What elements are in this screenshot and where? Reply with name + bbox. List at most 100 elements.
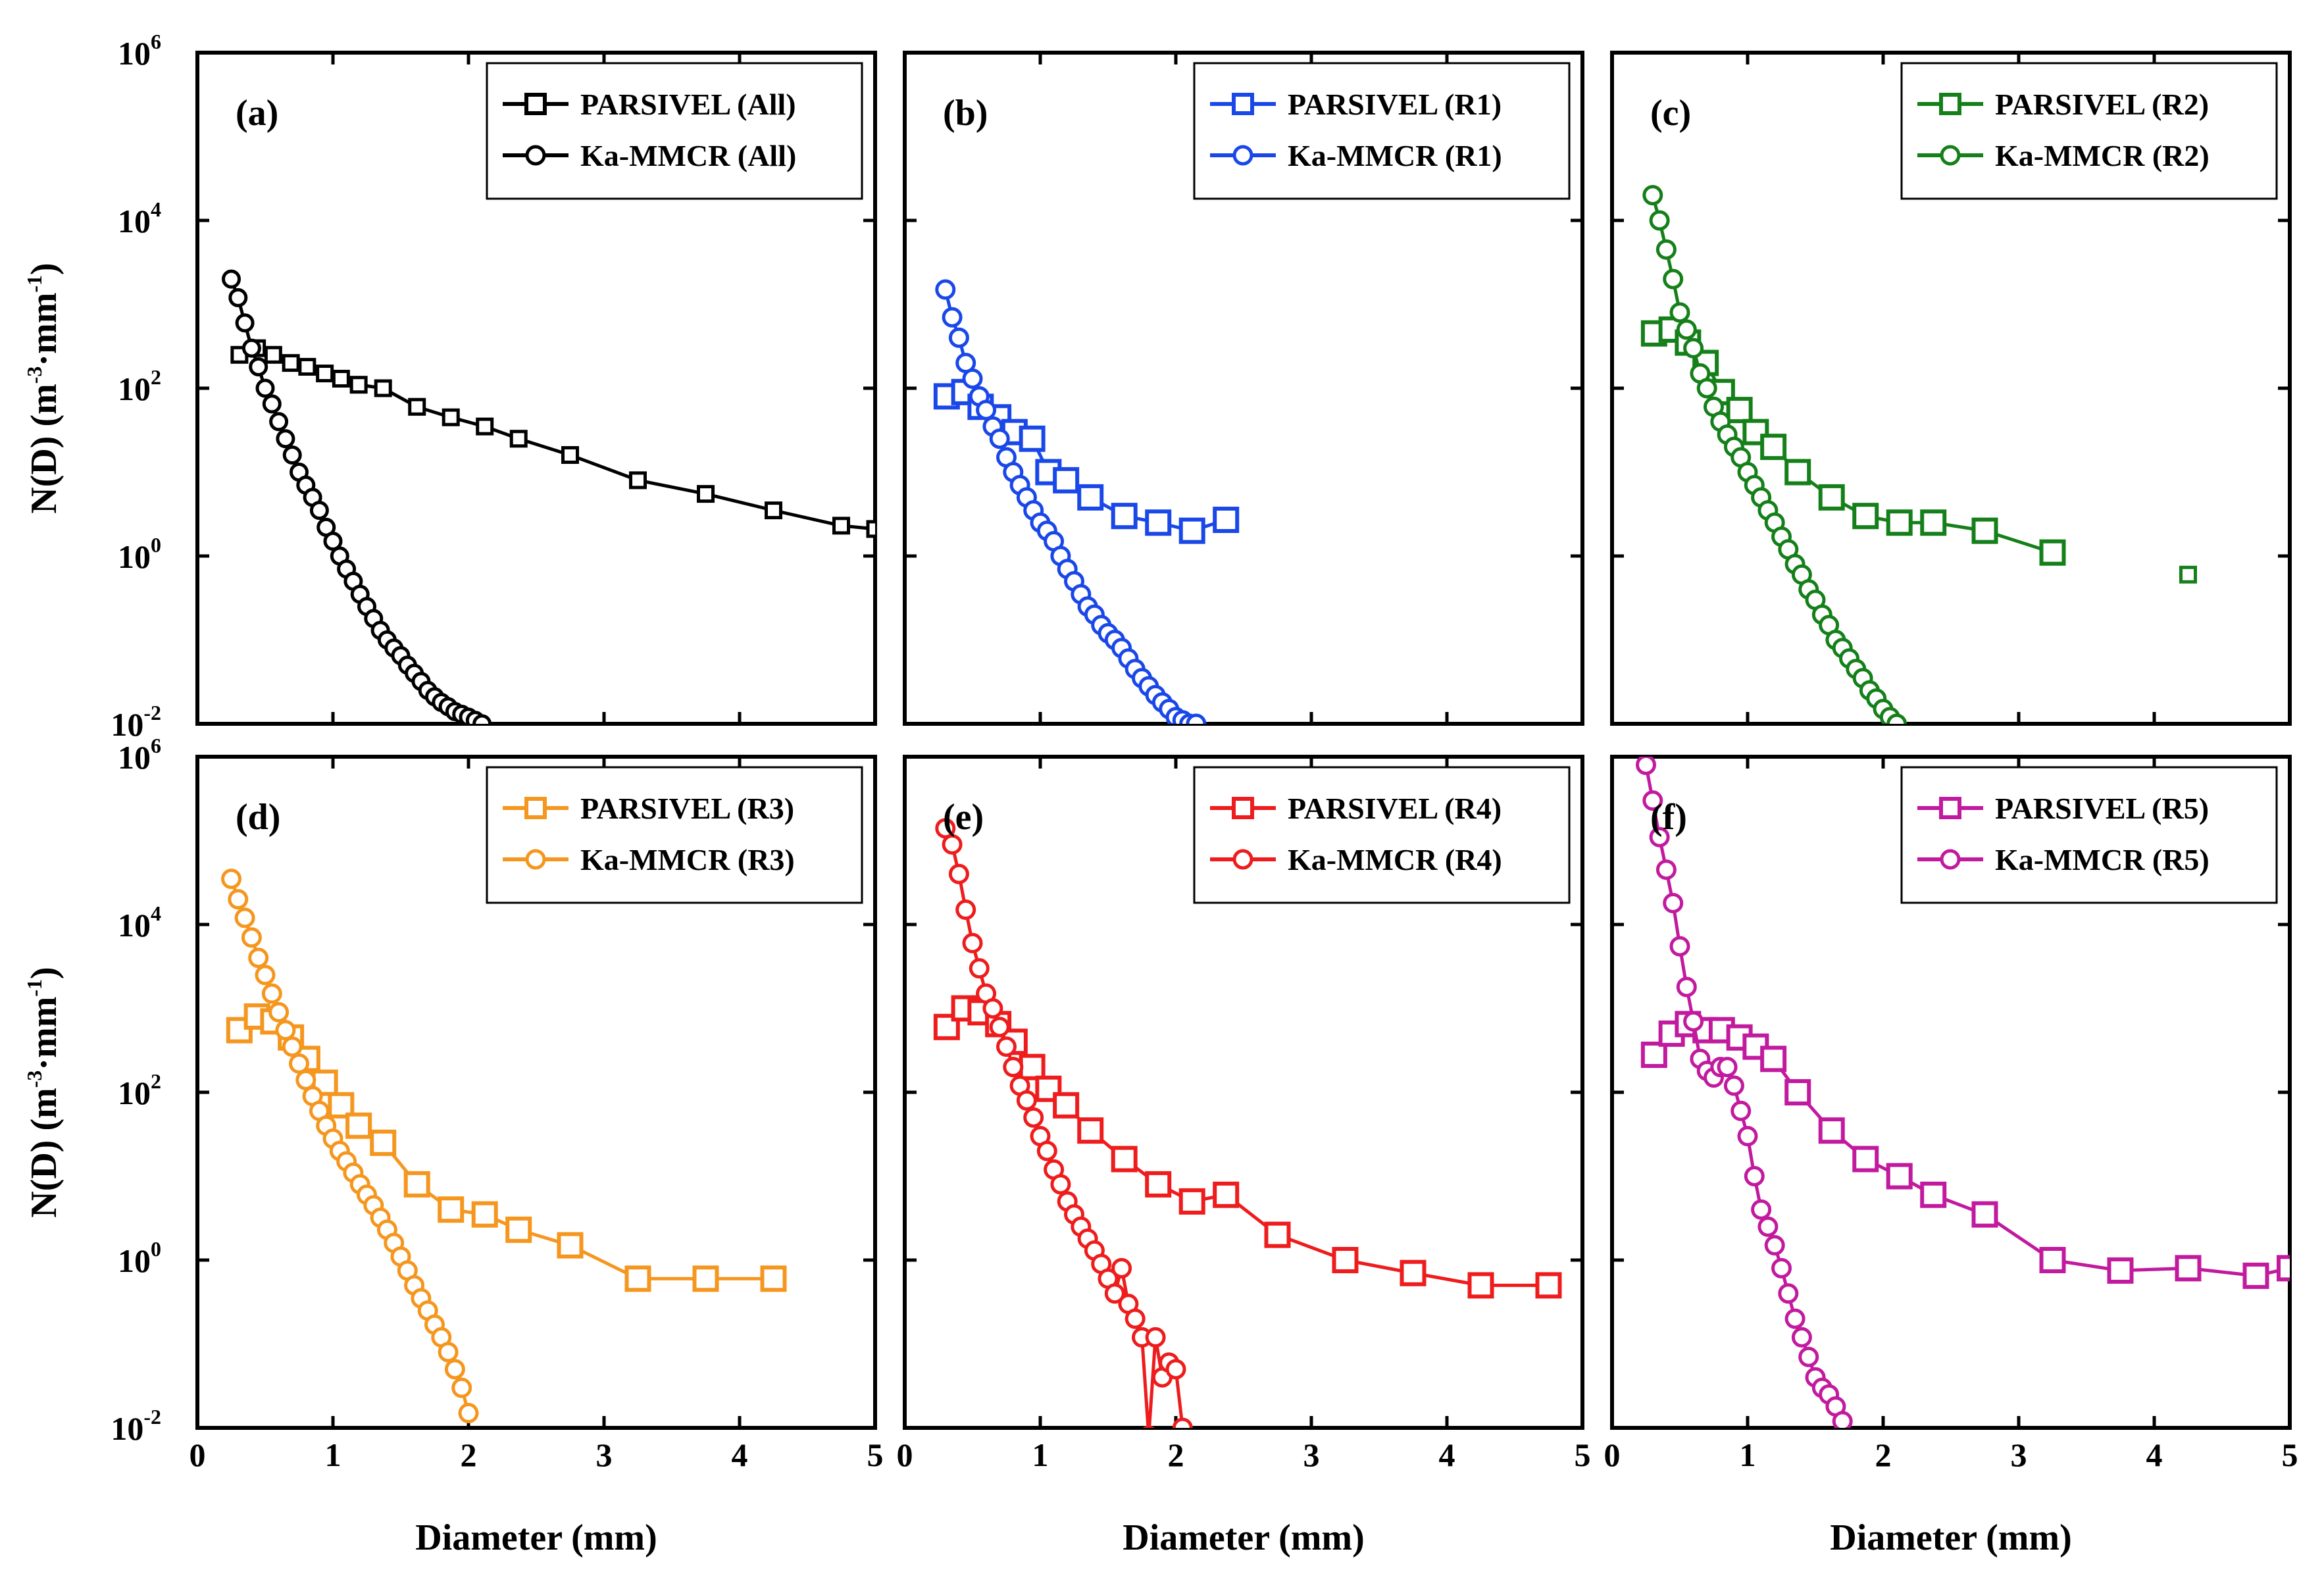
legend-box [486,766,863,904]
circle-marker [1798,1346,1819,1367]
legend-label: PARSIVEL (R5) [1995,792,2209,825]
circle-marker [935,279,956,300]
square-marker [1019,1053,1046,1080]
plot-area [1636,757,2290,1428]
legend-square-marker [1232,93,1254,115]
plot-area [933,279,1240,724]
square-marker [1053,1092,1080,1119]
x-tick-label: 2 [1875,1436,1892,1473]
legend-circle-marker [525,849,546,870]
square-marker [624,1265,651,1292]
square-marker [349,376,368,394]
circle-marker [248,948,269,969]
legend-item: Ka-MMCR (All) [503,139,796,172]
square-marker [332,369,350,388]
legend: PARSIVEL (All) Ka-MMCR (All) [486,62,863,200]
circle-marker [1165,1359,1186,1380]
square-marker [2107,1257,2134,1284]
square-marker [866,520,875,538]
series-1 [226,1003,787,1292]
square-marker [832,517,850,535]
square-marker [557,1232,584,1259]
panel-label: (b) [943,93,988,134]
circle-marker [241,338,261,358]
square-marker [2039,1247,2066,1273]
square-marker [765,501,782,520]
circle-marker [1832,1411,1853,1428]
circle-marker [1676,976,1697,998]
x-tick-label: 1 [1740,1436,1756,1473]
circle-marker [323,532,343,551]
circle-marker [275,1020,296,1041]
x-tick-label: 0 [897,1436,913,1473]
circle-marker [1751,1199,1772,1220]
y-tick-label: 102 [118,1069,161,1111]
circle-marker [1730,1100,1752,1121]
legend-circle-marker [525,145,546,166]
y-tick-label: 10-2 [111,701,161,743]
ylabel-base: N(D) (m [24,384,64,513]
series-2 [935,818,1193,1428]
legend-label: PARSIVEL (R1) [1288,88,1502,121]
square-marker [374,379,392,397]
square-marker [1400,1259,1427,1286]
circle-marker [1778,1283,1799,1304]
circle-marker [1737,1126,1758,1147]
legend: PARSIVEL (R2) Ka-MMCR (R2) [1900,62,2278,200]
circle-marker [976,399,997,420]
circle-marker [1016,1090,1037,1111]
legend-box [1900,766,2278,904]
circle-marker [1663,892,1684,913]
circle-marker [1186,713,1207,724]
circle-marker [1683,1011,1704,1032]
x-tick-label: 5 [867,1436,884,1473]
square-marker [316,365,334,383]
legend-item: PARSIVEL (R5) [1917,792,2209,825]
legend-square-marker [1939,797,1961,819]
legend-label: Ka-MMCR (All) [580,139,796,172]
square-marker [1784,1079,1811,1105]
legend-item: Ka-MMCR (R2) [1917,139,2210,172]
legend-box [486,62,863,200]
square-marker [1784,459,1811,486]
square-marker [1178,1188,1205,1215]
circle-marker [472,714,492,724]
legend-item: PARSIVEL (R1) [1210,88,1502,121]
panel-label: (a) [236,93,278,134]
series-2 [935,279,1207,724]
circle-marker [1649,210,1670,231]
x-axis-label-col3: Diameter (mm) [1830,1517,2071,1558]
circle-marker [948,327,969,348]
circle-marker [1104,1283,1125,1304]
square-marker [561,445,579,464]
square-marker [282,354,300,372]
circle-marker [1744,1166,1765,1186]
square-marker [1920,509,1947,536]
series-line [944,289,1196,724]
circle-marker [1642,790,1663,811]
square-marker [1742,1033,1769,1060]
circle-marker [289,1053,309,1074]
legend-item: Ka-MMCR (R4) [1210,843,1502,876]
circle-marker [989,428,1010,449]
ylabel-mid: ·mm [24,997,64,1071]
panel-6: 0 1 2 3 4 5 (f) PARSIVEL (R5) Ka-MMCR (R5) [1604,755,2298,1473]
square-marker [370,1129,397,1156]
circle-marker [309,501,329,520]
square-marker [1920,1181,1947,1208]
square-marker [1760,1046,1787,1073]
square-marker [408,397,426,416]
legend-item: PARSIVEL (R4) [1210,792,1502,825]
square-marker [1886,1163,1913,1190]
square-marker [2277,1255,2290,1282]
circle-marker [1696,378,1717,399]
square-marker [345,1112,372,1139]
legend-circle-marker [1940,145,1961,166]
y-axis-label-top: N(D) (m-3·mm-1) [22,263,64,513]
y-tick-label: 104 [118,901,161,944]
circle-marker [221,869,241,890]
x-tick-label: 4 [1439,1436,1455,1473]
legend-circle-marker [1940,849,1961,870]
panel-1: 10-2 100 102 104 106 (a) PARSIVEL (All) Ka-MMCR… [111,30,877,743]
